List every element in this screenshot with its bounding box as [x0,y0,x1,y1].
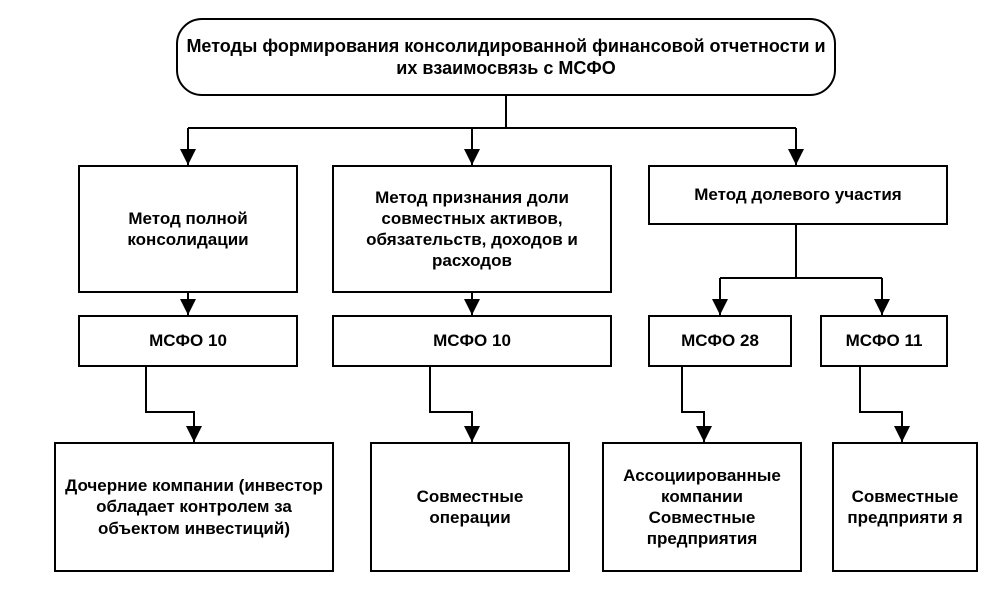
node-s1: МСФО 10 [78,315,298,367]
node-m2: Метод признания доли совместных активов,… [332,165,612,293]
node-m1: Метод полной консолидации [78,165,298,293]
edge-13 [682,367,704,442]
edge-12 [430,367,472,442]
edge-14 [860,367,902,442]
node-l4: Совместные предприяти я [832,442,978,572]
node-s4: МСФО 11 [820,315,948,367]
node-l2: Совместные операции [370,442,570,572]
node-root: Методы формирования консолидированной фи… [176,18,836,96]
edge-11 [146,367,194,442]
node-s2: МСФО 10 [332,315,612,367]
node-l3: Ассоциированные компании Совместные пред… [602,442,802,572]
diagram-stage: Методы формирования консолидированной фи… [0,0,1006,606]
node-m3: Метод долевого участия [648,165,948,225]
node-s3: МСФО 28 [648,315,792,367]
node-l1: Дочерние компании (инвестор обладает кон… [54,442,334,572]
